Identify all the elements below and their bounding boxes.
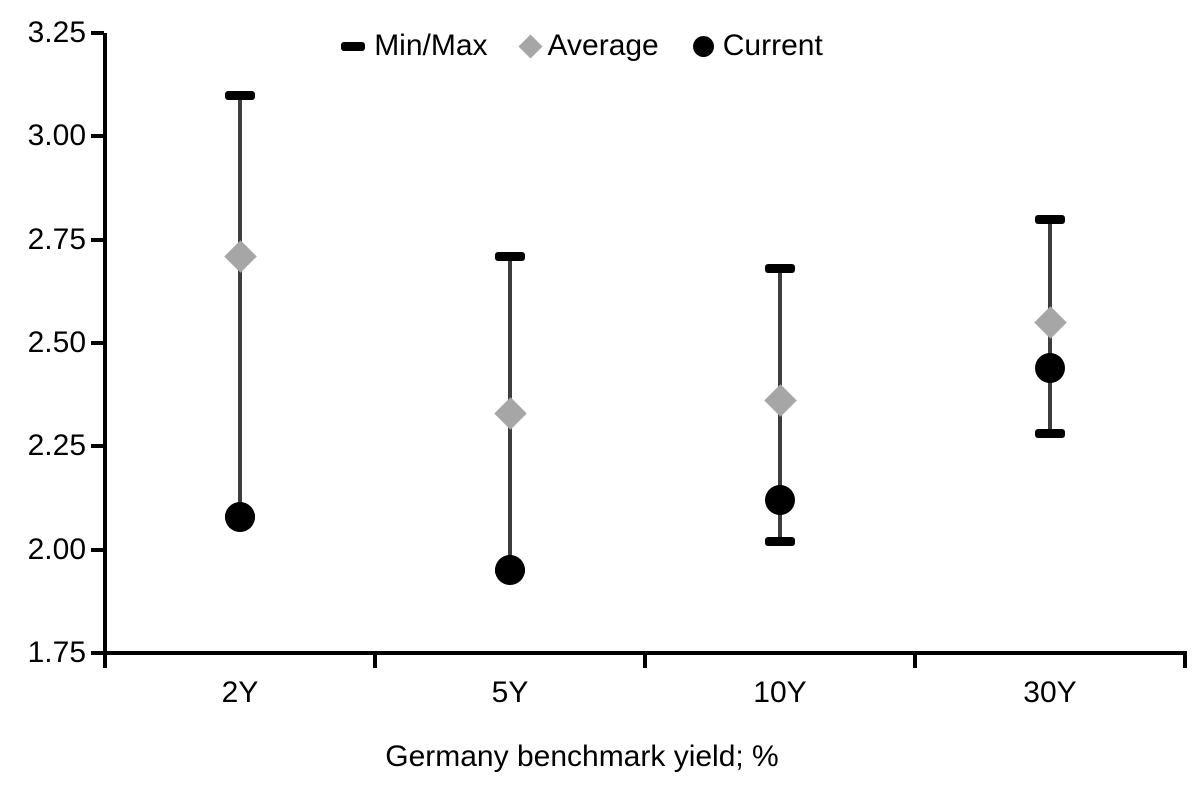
current-marker	[765, 485, 795, 515]
current-marker	[225, 502, 255, 532]
x-axis-line	[103, 651, 1187, 655]
max-cap-marker	[495, 252, 525, 261]
x-axis-category-label: 5Y	[491, 676, 529, 709]
minmax-whisker-line	[238, 95, 242, 517]
y-axis-tick-label: 3.25	[27, 16, 86, 49]
x-axis-tick	[373, 655, 377, 668]
y-axis-tick-label: 2.25	[27, 429, 86, 462]
average-diamond-icon	[518, 33, 543, 59]
y-axis-tick	[91, 548, 104, 552]
y-axis-tick-label: 1.75	[27, 636, 86, 669]
y-axis-tick	[91, 651, 104, 655]
x-axis-tick	[103, 655, 107, 668]
legend-label-current: Current	[722, 29, 823, 62]
y-axis-tick	[91, 341, 104, 345]
average-marker	[764, 384, 797, 417]
legend-item-current: Current	[692, 28, 823, 64]
current-marker	[1035, 353, 1065, 383]
y-axis-tick	[91, 238, 104, 242]
x-axis-category-label: 10Y	[753, 676, 807, 709]
max-cap-marker	[765, 264, 795, 273]
max-cap-marker	[225, 91, 255, 100]
x-axis-category-label: 30Y	[1023, 676, 1077, 709]
y-axis-tick	[91, 134, 104, 138]
y-axis-tick	[91, 444, 104, 448]
y-axis-tick	[91, 31, 104, 35]
average-marker	[494, 397, 527, 430]
legend: Min/Max Average Current	[0, 28, 1164, 64]
y-axis-tick-label: 2.00	[27, 533, 86, 566]
legend-label-average: Average	[547, 29, 659, 62]
y-axis-line	[103, 33, 107, 668]
legend-item-average: Average	[518, 28, 659, 64]
x-axis-tick	[913, 655, 917, 668]
legend-item-minmax: Min/Max	[341, 28, 488, 64]
x-axis-title: Germany benchmark yield; %	[385, 740, 779, 773]
current-circle-icon	[692, 35, 714, 57]
y-axis-tick-label: 2.50	[27, 326, 86, 359]
legend-label-minmax: Min/Max	[374, 29, 488, 62]
max-cap-marker	[1035, 215, 1065, 224]
x-axis-tick	[643, 655, 647, 668]
current-marker	[495, 555, 525, 585]
min-cap-marker	[765, 537, 795, 546]
minmax-dash-icon	[341, 41, 366, 51]
average-marker	[1034, 306, 1067, 339]
min-cap-marker	[1035, 429, 1065, 438]
y-axis-tick-label: 3.00	[27, 119, 86, 152]
x-axis-category-label: 2Y	[221, 676, 259, 709]
x-axis-tick	[1183, 655, 1187, 668]
average-marker	[224, 240, 257, 273]
y-axis-tick-label: 2.75	[27, 223, 86, 256]
